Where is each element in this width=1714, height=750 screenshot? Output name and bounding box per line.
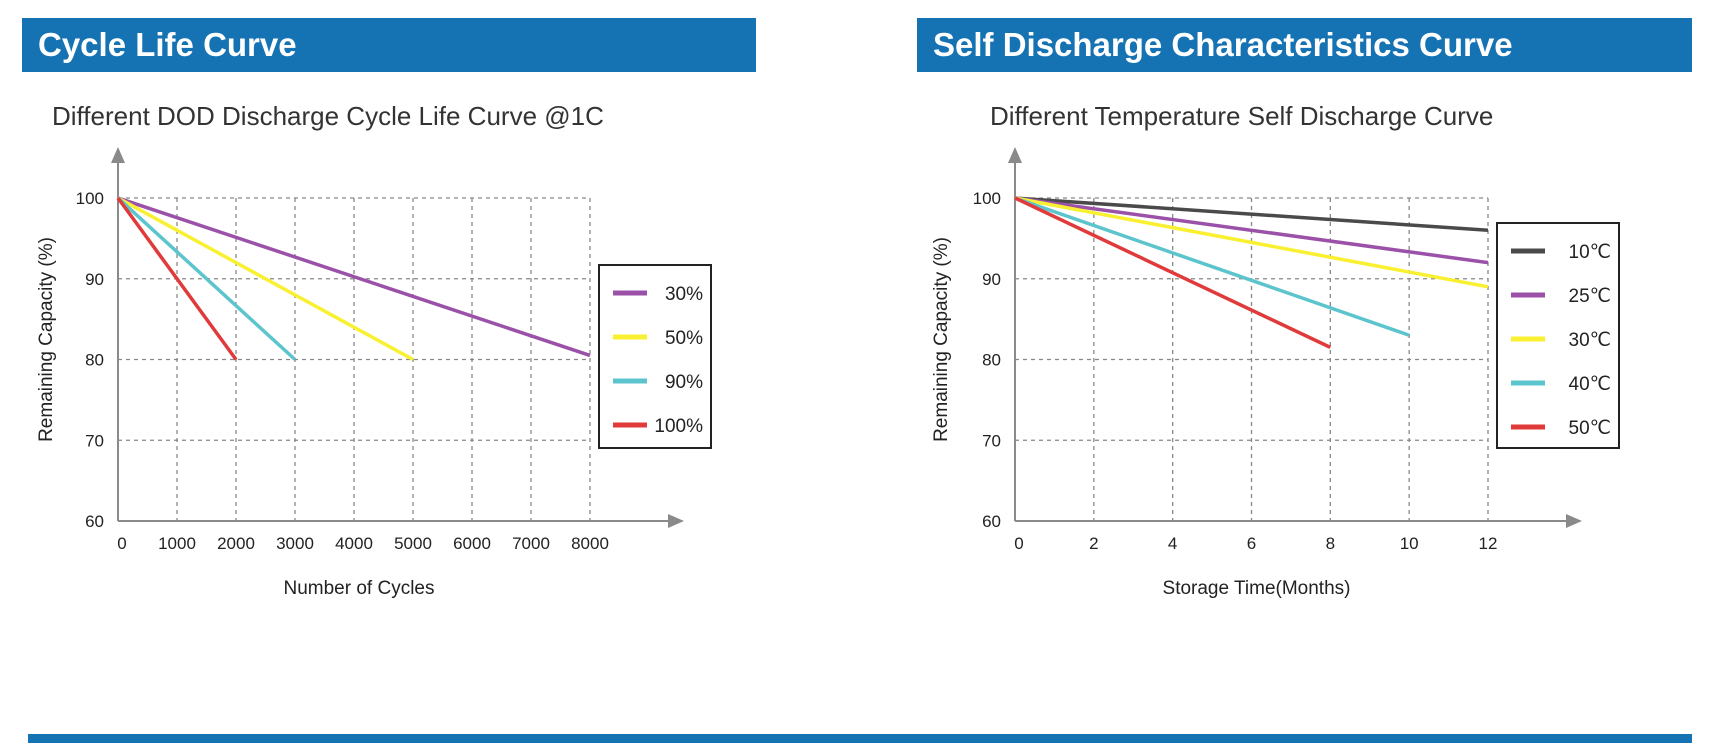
y-axis-arrow-icon (111, 147, 125, 163)
x-tick-label: 6000 (453, 534, 491, 553)
bottom-divider (28, 734, 1692, 743)
x-tick-label: 3000 (276, 534, 314, 553)
x-tick-label: 2 (1089, 534, 1098, 553)
legend-label: 30℃ (1569, 330, 1611, 351)
series-line (117, 196, 414, 362)
x-axis-title: Number of Cycles (284, 578, 435, 599)
self-discharge-header: Self Discharge Characteristics Curve (917, 18, 1692, 72)
x-tick-label: 6 (1247, 534, 1256, 553)
series-line (116, 196, 297, 361)
x-tick-label: 8 (1326, 534, 1335, 553)
y-tick-label: 100 (76, 189, 104, 208)
y-tick-label: 70 (85, 431, 104, 450)
series-line (117, 196, 591, 358)
y-tick-label: 60 (85, 512, 104, 531)
legend-box (1496, 222, 1620, 449)
y-tick-label: 100 (973, 189, 1001, 208)
x-tick-label: 0 (1014, 534, 1023, 553)
y-tick-label: 80 (85, 351, 104, 370)
legend-label: 40℃ (1569, 374, 1611, 395)
y-tick-label: 90 (982, 270, 1001, 289)
series-line (1014, 196, 1489, 289)
series-line (1014, 196, 1489, 233)
x-tick-label: 10 (1400, 534, 1419, 553)
series-line (1014, 196, 1332, 349)
y-tick-label: 60 (982, 512, 1001, 531)
y-tick-label: 90 (85, 270, 104, 289)
x-tick-label: 12 (1479, 534, 1498, 553)
legend-label: 30% (665, 284, 703, 305)
legend-label: 25℃ (1569, 286, 1611, 307)
x-tick-label: 8000 (571, 534, 609, 553)
cycle-life-header: Cycle Life Curve (22, 18, 756, 72)
self-discharge-chart: Different Temperature Self Discharge Cur… (931, 101, 1620, 599)
y-axis-title: Remaining Capacity (%) (36, 237, 57, 442)
legend-label: 100% (654, 416, 703, 437)
x-axis-arrow-icon (668, 514, 684, 528)
chart-title: Different Temperature Self Discharge Cur… (990, 101, 1493, 131)
legend-label: 10℃ (1569, 242, 1611, 263)
x-tick-label: 4000 (335, 534, 373, 553)
legend-label: 50℃ (1569, 418, 1611, 439)
y-tick-label: 70 (982, 431, 1001, 450)
x-axis-arrow-icon (1566, 514, 1582, 528)
x-axis-title: Storage Time(Months) (1163, 578, 1351, 599)
series-line (1014, 196, 1410, 337)
x-tick-label: 2000 (217, 534, 255, 553)
y-axis-title: Remaining Capacity (%) (931, 237, 952, 442)
legend-label: 50% (665, 328, 703, 349)
x-tick-label: 5000 (394, 534, 432, 553)
y-axis-arrow-icon (1008, 147, 1022, 163)
chart-title: Different DOD Discharge Cycle Life Curve… (52, 101, 604, 131)
series-line (116, 196, 238, 361)
series-line (1014, 196, 1489, 265)
x-tick-label: 0 (117, 534, 126, 553)
x-tick-label: 4 (1168, 534, 1177, 553)
legend-box (598, 264, 712, 449)
x-tick-label: 1000 (158, 534, 196, 553)
y-tick-label: 80 (982, 351, 1001, 370)
x-tick-label: 7000 (512, 534, 550, 553)
legend-label: 90% (665, 372, 703, 393)
cycle-life-chart: Different DOD Discharge Cycle Life Curve… (36, 101, 712, 599)
